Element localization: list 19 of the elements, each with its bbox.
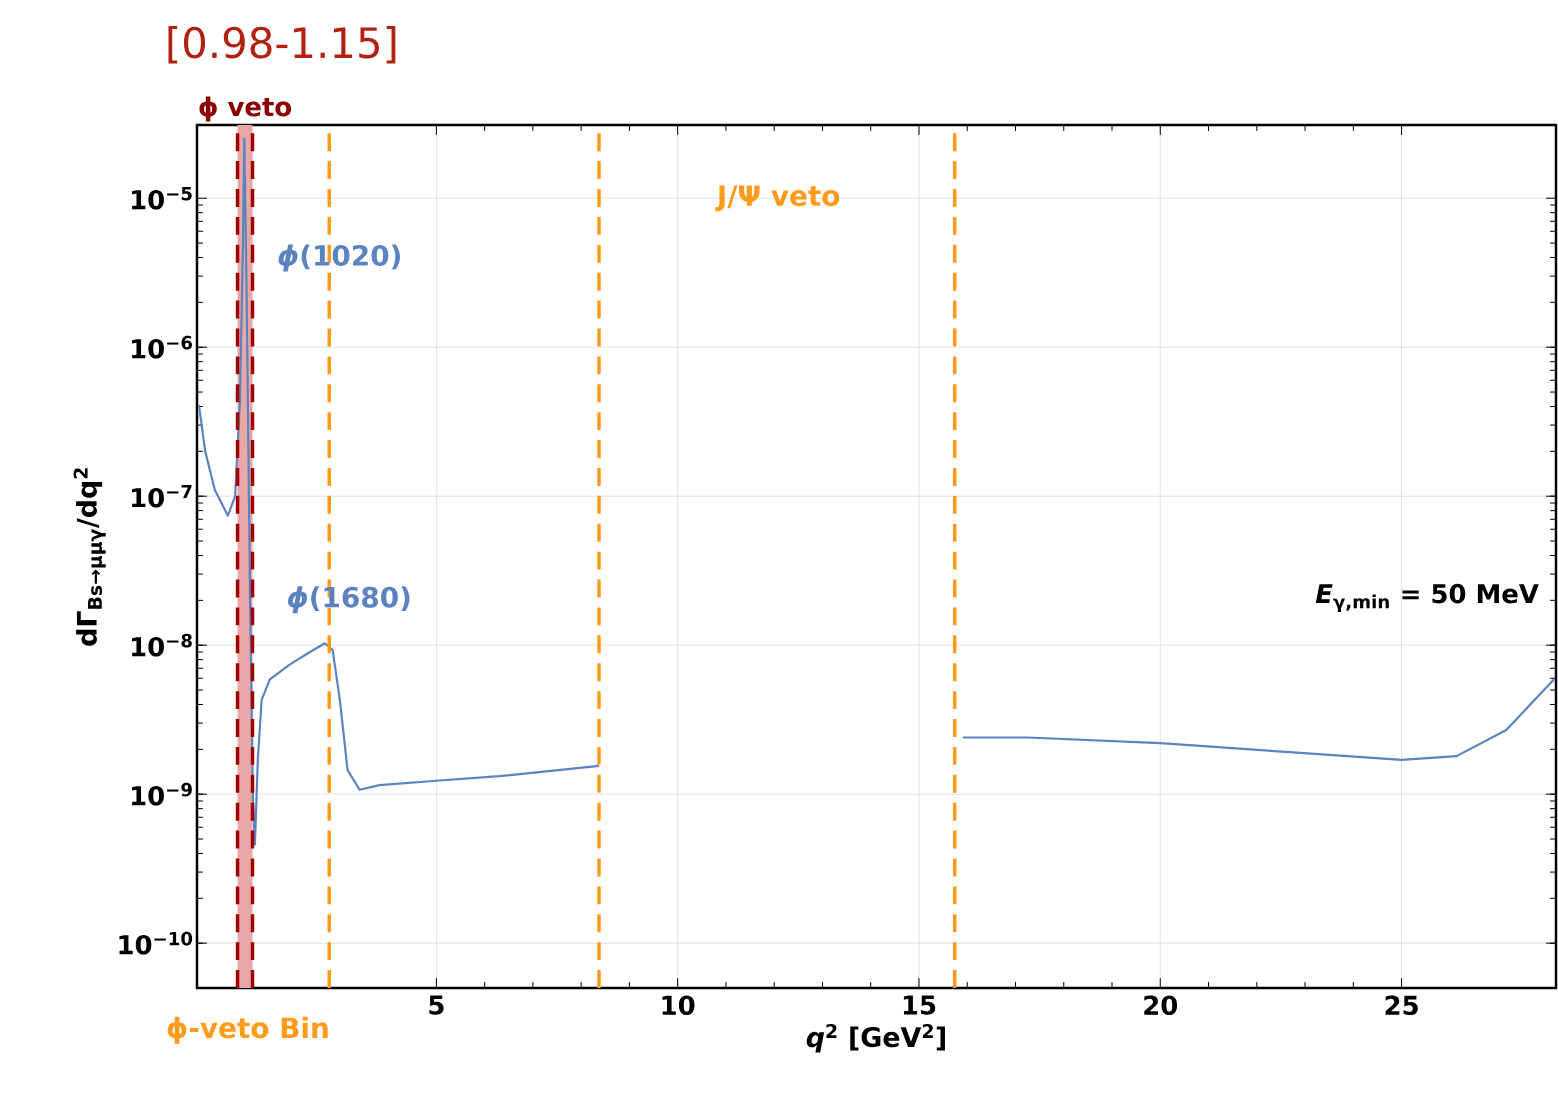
annotation: ϕ(1680) — [287, 586, 410, 614]
text: ϕ-veto Bin — [167, 1016, 328, 1044]
x-tick-label: 5 — [429, 995, 444, 1015]
y-tick-label: 10$^{−8}$ — [132, 633, 192, 657]
x-axis-title: q$^{2}$ [GeV$^{2}$] — [806, 1023, 945, 1053]
text: [0.98-1.15] — [168, 26, 396, 64]
x-tick-label: 15 — [903, 995, 936, 1015]
x-tick-label: 20 — [1144, 995, 1178, 1016]
annotation: E$_{γ,min}$ = 50 MeV — [1315, 583, 1539, 613]
y-tick-label: 10$^{−5}$ — [132, 186, 192, 210]
y-tick-label: 10$^{−7}$ — [132, 484, 192, 508]
y-tick-label: 10$^{−9}$ — [132, 782, 192, 806]
annotation: J/Ψ veto — [715, 185, 840, 212]
y-tick-label: 10$^{−10}$ — [119, 931, 193, 955]
y-axis-title: dΓ$_{Bs→μμγ}$/dq$^{2}$ — [73, 468, 106, 646]
x-tick-label: 25 — [1385, 995, 1418, 1016]
y-tick-label: 10$^{−6}$ — [132, 335, 193, 359]
band-label: ϕ veto — [199, 96, 292, 122]
x-tick-label: 10 — [662, 995, 695, 1016]
